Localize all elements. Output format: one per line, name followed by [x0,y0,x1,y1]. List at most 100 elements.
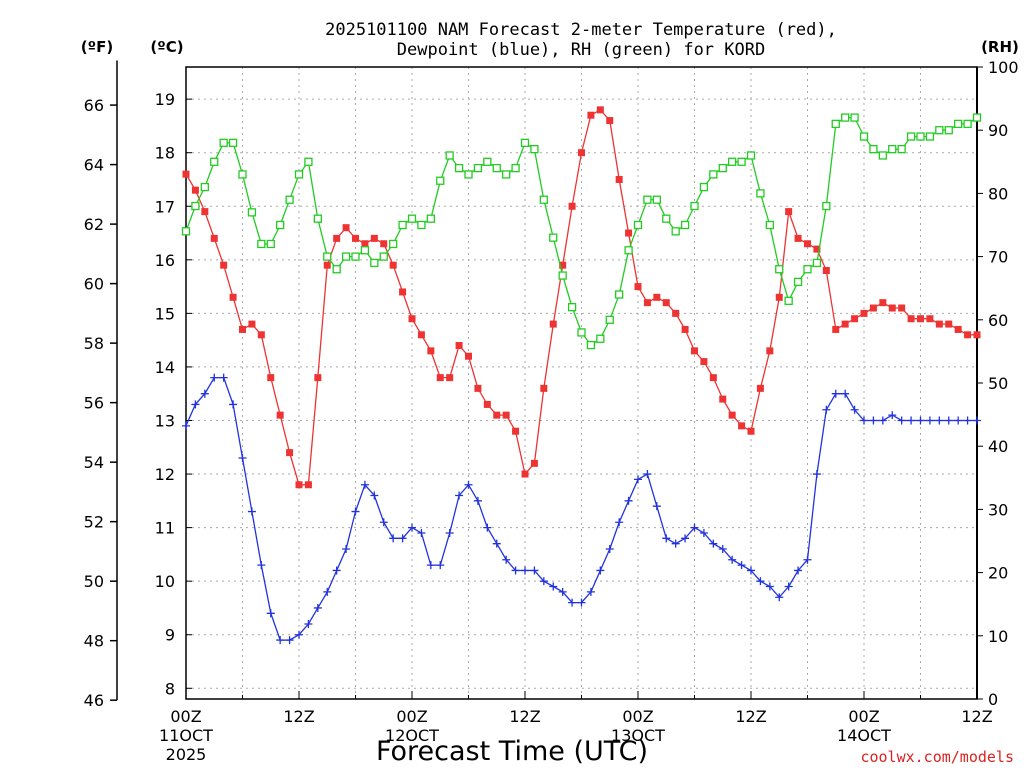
rh-point [417,220,426,230]
temperature-point [267,374,275,382]
temperature-point [483,400,491,408]
temperature-point [973,331,981,339]
temperature-point [615,175,623,183]
dewpoint-point [483,523,492,532]
temperature-point [399,288,407,296]
dewpoint-point [963,416,972,425]
rh-point [549,233,558,242]
rh-point [257,239,266,249]
rh-point [812,258,822,268]
rh-point [436,176,445,185]
rh-point [389,239,398,249]
temperature-point [822,267,830,275]
temperature-point [229,293,237,301]
rh-point [454,163,464,173]
dewpoint-point [530,566,539,575]
rh-point [238,170,247,179]
rh-point [492,163,501,173]
rh-point [699,182,709,192]
rh-point [935,126,944,135]
rh-point [605,315,614,324]
x-tick-label: 12Z [735,707,766,726]
temperature-point [813,245,821,253]
temperature-point [540,384,548,392]
temperature-point [747,427,755,435]
dewpoint-point [360,480,369,489]
temperature-point [512,427,520,435]
dewpoint-point [643,470,652,479]
dewpoint-point [935,416,944,425]
dewpoint-point [323,587,332,596]
dewpoint-point [436,561,445,570]
rh-point [652,195,661,204]
rh-point [972,113,982,122]
rh-point [200,182,209,192]
rh-point [191,201,200,211]
fahrenheit-tick-label: 54 [84,453,104,472]
celsius-tick-label: 10 [155,572,175,591]
rh-point [304,157,313,166]
dewpoint-point [398,534,407,543]
dewpoint-point [586,587,595,596]
dewpoint-point [596,566,605,575]
dewpoint-point [473,496,482,505]
temperature-point [964,331,972,339]
dewpoint-point [417,528,426,537]
temperature-point [380,240,388,248]
dewpoint-point [464,480,473,489]
dewpoint-point [229,400,238,409]
dewpoint-point [342,545,351,554]
series-layer [181,106,982,645]
rh-point [530,145,539,154]
temperature-point [427,347,435,355]
rh-point [558,271,567,280]
temperature-point [502,411,510,419]
fahrenheit-tick-label: 58 [84,334,104,353]
rh-point [615,290,624,299]
rh-tick-label: 10 [988,627,1008,646]
dewpoint-point [728,555,737,564]
dewpoint-point [238,453,247,462]
dewpoint-point [521,566,529,575]
dewpoint-point [794,566,803,575]
temperature-point [681,325,689,333]
celsius-tick-label: 15 [155,304,175,323]
celsius-unit-label: (ºC) [150,38,183,56]
temperature-point [257,331,265,339]
dewpoint-point [389,534,398,543]
rh-tick-label: 50 [988,374,1008,393]
temperature-point [672,309,680,317]
rh-point [793,277,803,287]
rh-point [963,119,972,129]
rh-point [210,157,219,166]
temperature-point [474,384,482,392]
rh-tick-label: 30 [988,500,1008,519]
dewpoint-point [831,389,840,398]
temperature-point [917,315,924,323]
dewpoint-point [662,534,671,543]
temperature-point [738,422,746,430]
rh-tick-label: 80 [988,184,1008,203]
dewpoint-point [860,416,868,425]
dewpoint-point [200,389,209,398]
dewpoint-point [737,561,746,570]
rh-point [888,145,897,154]
temperature-point [333,234,341,242]
temperature-point [643,299,651,307]
x-tick-label: 00Z [396,707,427,726]
temperature-point [578,149,585,157]
rh-point [869,145,878,154]
x-tick-date-label: 14OCT [837,726,891,745]
temperature-point [851,315,859,323]
rh-point [313,214,322,223]
dewpoint-point [511,566,520,575]
dewpoint-point [916,416,925,425]
dewpoint-point [709,539,718,548]
dewpoint-point [812,470,821,479]
dewpoint-point [247,507,256,516]
dewpoint-point [803,555,812,564]
celsius-tick-label: 14 [155,358,175,377]
temperature-point [568,202,576,210]
temperature-point [841,320,849,328]
